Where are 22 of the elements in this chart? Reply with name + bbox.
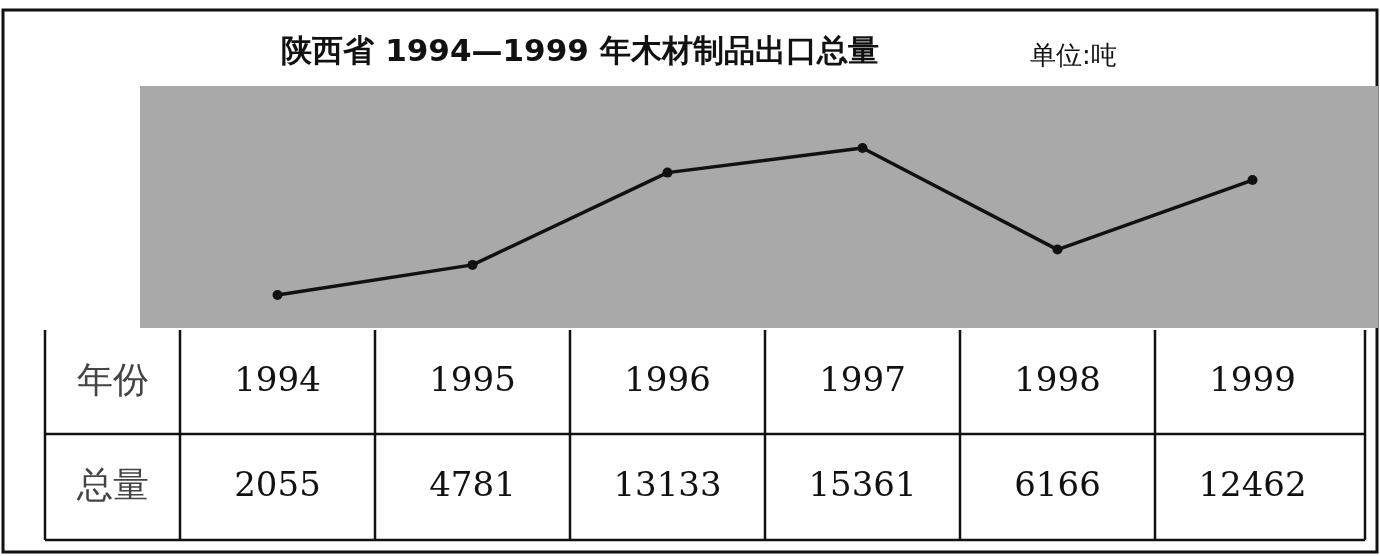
point [467, 259, 478, 270]
point [272, 290, 283, 300]
data-label: 13133 [613, 464, 722, 504]
data-label: 2055 [234, 464, 321, 504]
x-tick-label: 1994 [234, 359, 321, 399]
data-label: 6166 [1014, 464, 1101, 504]
data-label: 15361 [808, 464, 917, 504]
x-tick-label: 1998 [1014, 359, 1101, 399]
point [662, 167, 673, 178]
chart-subtitle: 单位:吨 [1030, 39, 1117, 70]
chart-title: 陕西省 1994—1999 年木材制品出口总量 [281, 31, 879, 68]
text: 总量 [75, 464, 149, 505]
point [857, 143, 868, 153]
text: 年份 [76, 359, 149, 400]
point [1052, 244, 1063, 255]
x-tick-label: 1995 [429, 359, 516, 399]
x-tick-label: 1996 [624, 359, 711, 399]
x-tick-label: 1999 [1209, 359, 1296, 399]
point [1247, 175, 1258, 186]
data-label: 4781 [429, 464, 516, 504]
x-tick-label: 1997 [819, 359, 906, 399]
data-label: 12462 [1198, 464, 1307, 504]
